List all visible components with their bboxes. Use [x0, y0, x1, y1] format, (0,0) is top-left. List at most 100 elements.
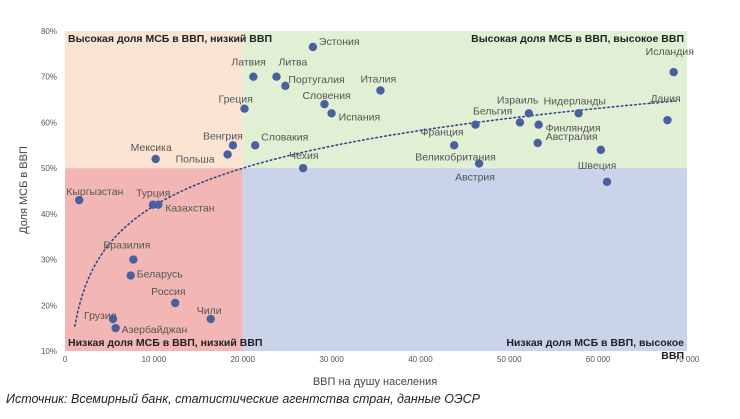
quadrant-backgrounds	[65, 31, 687, 351]
data-point	[574, 109, 583, 118]
data-point	[524, 109, 534, 118]
data-point	[515, 118, 525, 127]
data-label: Испания	[339, 111, 381, 123]
data-label: Нидерланды	[544, 95, 606, 107]
x-tick-label: 70 000	[675, 355, 700, 364]
data-point	[298, 163, 308, 173]
quadrant-label-bottom-right: Низкая доля МСБ в ВВП, высокое ВВП	[506, 337, 684, 362]
x-tick-label: 0	[63, 355, 68, 364]
quadrant-labels: Высокая доля МСБ в ВВП, низкий ВВП Высока…	[68, 33, 684, 362]
data-point	[108, 314, 118, 324]
data-point	[240, 104, 249, 113]
quadrant-top-left	[65, 31, 243, 169]
data-label: Франция	[421, 127, 464, 139]
data-label: Беларусь	[137, 269, 183, 281]
trendline-path	[74, 100, 677, 327]
y-axis-label: Доля МСБ в ВВП	[18, 146, 30, 234]
data-label: Азербайджан	[122, 324, 188, 336]
data-point	[533, 138, 542, 148]
source-note: Источник: Всемирный банк, статистические…	[6, 392, 481, 406]
y-tick-label: 40%	[41, 210, 57, 219]
trendline	[74, 100, 677, 327]
data-point	[272, 72, 281, 81]
data-label: Чехия	[289, 150, 318, 162]
data-label: Израиль	[497, 94, 539, 106]
data-point	[151, 154, 160, 164]
data-label: Бельгия	[473, 105, 512, 117]
data-label: Португалия	[288, 74, 344, 86]
data-point	[669, 67, 678, 77]
y-tick-label: 70%	[41, 73, 57, 82]
quadrant-label-bottom-left: Низкая доля МСБ в ВВП, низкий ВВП	[68, 337, 262, 349]
data-point	[206, 314, 215, 324]
data-point	[449, 141, 459, 150]
x-tick-label: 20 000	[230, 355, 255, 364]
data-label: Эстония	[319, 36, 360, 48]
scatter-chart: 0 10 000 20 000 30 000 40 000 50 000 60 000 70 …	[18, 27, 700, 388]
data-label: Великобритания	[415, 151, 496, 163]
data-point	[75, 195, 84, 205]
data-point	[228, 141, 238, 150]
data-label: Швеция	[578, 160, 617, 172]
data-point	[376, 86, 385, 95]
quadrant-top-right	[242, 31, 687, 169]
data-point	[249, 72, 258, 81]
y-tick-label: 50%	[41, 164, 57, 173]
data-point	[534, 120, 543, 129]
y-tick-label: 30%	[41, 256, 57, 265]
y-tick-label: 10%	[41, 347, 57, 356]
data-label: Россия	[151, 286, 185, 298]
data-point	[126, 271, 135, 280]
data-point	[663, 115, 672, 125]
data-point	[602, 177, 612, 187]
data-label: Казахстан	[165, 203, 214, 215]
data-point	[596, 145, 606, 155]
x-tick-label: 60 000	[586, 355, 611, 364]
data-label: Дания	[650, 93, 680, 105]
data-point	[111, 323, 120, 333]
data-label: Финляндия	[546, 123, 601, 135]
data-label: Кыргызстан	[66, 186, 123, 198]
data-point	[308, 42, 318, 52]
y-tick-label: 60%	[41, 118, 57, 127]
axes: 0 10 000 20 000 30 000 40 000 50 000 60 000 70 …	[41, 27, 700, 364]
data-label: Мексика	[131, 142, 172, 154]
point-labels: Эстония Латвия Литва Португалия Италия Исланд…	[66, 36, 694, 336]
data-label: Исландия	[646, 46, 694, 58]
data-label: Словакия	[261, 131, 308, 143]
data-point	[250, 141, 260, 150]
y-tick-label: 80%	[41, 27, 57, 36]
data-points	[75, 42, 678, 333]
data-label: Брaзилия	[103, 240, 150, 252]
data-label: Латвия	[231, 57, 265, 69]
data-point	[474, 159, 484, 168]
data-label: Польша	[176, 153, 215, 165]
data-label: Чили	[197, 305, 222, 317]
x-tick-label: 10 000	[142, 355, 167, 364]
x-axis-label: ВВП на душу населения	[313, 376, 437, 388]
data-point	[327, 109, 336, 118]
y-tick-label: 20%	[41, 301, 57, 310]
data-point	[170, 298, 180, 308]
x-tick-label: 50 000	[497, 355, 522, 364]
data-point	[471, 120, 480, 129]
data-label: Италия	[360, 73, 396, 85]
data-label: Венгрия	[203, 130, 243, 142]
data-point	[223, 150, 232, 159]
data-label: Словения	[302, 90, 350, 102]
data-label: Австралия	[546, 131, 598, 143]
data-label: Австрия	[455, 172, 495, 184]
data-point	[129, 255, 138, 264]
data-point	[281, 81, 290, 91]
quadrant-label-top-left: Высокая доля МСБ в ВВП, низкий ВВП	[68, 33, 272, 45]
data-label: Греция	[218, 94, 252, 106]
data-point	[154, 200, 163, 209]
quadrant-bottom-right	[242, 168, 687, 351]
data-label: Грузия	[84, 310, 116, 322]
data-point	[320, 99, 329, 109]
quadrant-label-top-right: Высокая доля МСБ в ВВП, высокое ВВП	[471, 33, 684, 45]
x-tick-label: 40 000	[408, 355, 433, 364]
x-tick-label: 30 000	[319, 355, 344, 364]
data-label: Литва	[278, 57, 307, 69]
data-label: Турция	[136, 188, 170, 200]
